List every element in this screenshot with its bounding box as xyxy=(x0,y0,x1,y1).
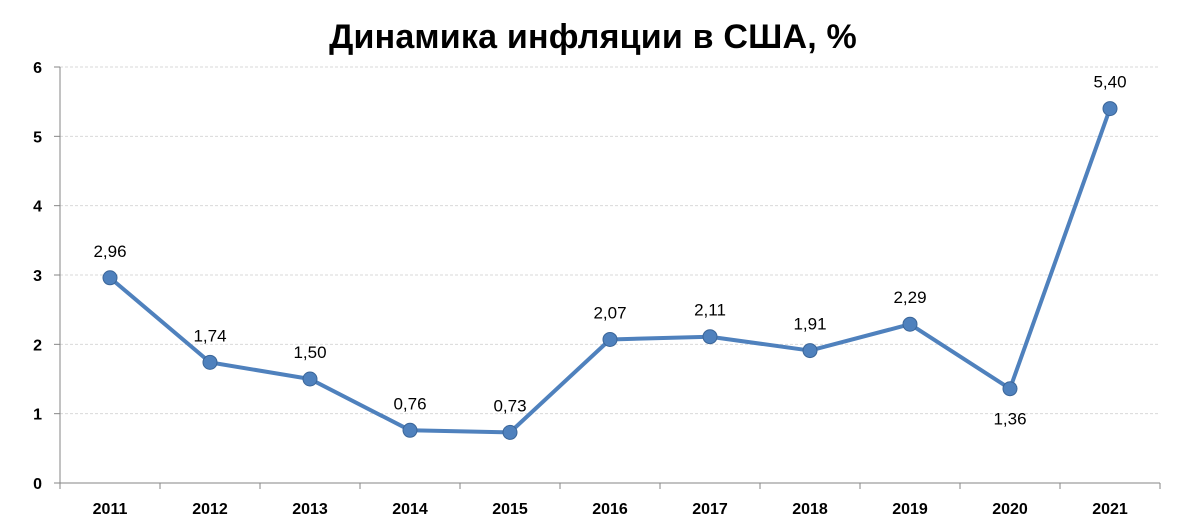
x-tick-label-2016: 2016 xyxy=(592,501,628,518)
data-point-2021 xyxy=(1102,101,1118,117)
y-tick-label-5: 5 xyxy=(33,129,42,146)
y-tick-label-6: 6 xyxy=(33,60,42,77)
x-tick-label-2012: 2012 xyxy=(192,501,228,518)
x-tick-label-2017: 2017 xyxy=(692,501,728,518)
data-point-2016 xyxy=(602,331,618,347)
data-point-2017 xyxy=(702,329,718,345)
data-point-2012 xyxy=(202,354,218,370)
data-label-2011: 2,96 xyxy=(93,242,126,261)
x-tick-label-2014: 2014 xyxy=(392,501,428,518)
x-tick-label-2021: 2021 xyxy=(1092,501,1128,518)
y-tick-label-3: 3 xyxy=(33,268,42,285)
y-tick-label-2: 2 xyxy=(33,337,42,354)
x-tick-label-2018: 2018 xyxy=(792,501,828,518)
data-point-2013 xyxy=(302,371,318,387)
data-label-2018: 1,91 xyxy=(793,315,826,334)
data-point-2015 xyxy=(502,424,518,440)
data-point-2019 xyxy=(902,316,918,332)
data-point-2018 xyxy=(802,343,818,359)
data-label-2013: 1,50 xyxy=(293,343,326,362)
data-label-2017: 2,11 xyxy=(694,301,726,320)
x-tick-label-2019: 2019 xyxy=(892,501,928,518)
x-tick-label-2011: 2011 xyxy=(93,501,128,518)
data-point-2011 xyxy=(102,270,118,286)
series-line-0 xyxy=(108,106,1112,435)
chart-title: Динамика инфляции в США, % xyxy=(329,18,857,56)
data-label-2016: 2,07 xyxy=(593,303,626,322)
data-point-2014 xyxy=(402,422,418,438)
y-tick-label-1: 1 xyxy=(33,407,42,424)
x-tick-label-2013: 2013 xyxy=(292,501,328,518)
x-tick-label-2015: 2015 xyxy=(492,501,528,518)
data-label-2020: 1,36 xyxy=(993,410,1026,429)
y-tick-label-0: 0 xyxy=(33,476,42,493)
y-tick-label-4: 4 xyxy=(33,199,42,216)
data-label-2012: 1,74 xyxy=(193,326,226,345)
data-label-2021: 5,40 xyxy=(1093,73,1126,92)
data-label-2015: 0,73 xyxy=(493,396,526,415)
data-label-2019: 2,29 xyxy=(893,288,926,307)
x-tick-label-2020: 2020 xyxy=(992,501,1028,518)
data-label-2014: 0,76 xyxy=(393,394,426,413)
data-point-2020 xyxy=(1002,381,1018,397)
